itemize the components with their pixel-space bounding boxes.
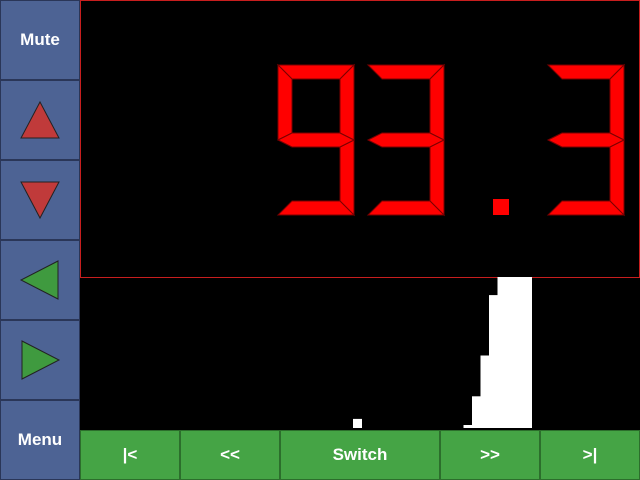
switch-button[interactable]: Switch [280,430,440,480]
spectrum-bar [523,277,532,428]
frequency-display [80,0,640,278]
segment [366,200,446,216]
segment [277,63,293,141]
spectrum-bar [472,396,481,428]
segment [276,200,356,216]
skip-end-label: >| [582,445,598,464]
rewind-label: << [220,445,240,464]
segment [429,63,445,141]
skip-start-label: |< [122,445,138,464]
spectrum-bars [353,277,532,428]
segment [546,132,626,148]
segment [546,200,626,216]
tune-down-button[interactable] [0,160,80,240]
spectrum-bar [480,355,490,428]
seven-segment-frequency [276,63,626,217]
segment-digit [546,63,626,217]
segment [339,63,355,141]
triangle-right-icon [21,340,61,380]
triangle-left-icon [19,260,59,300]
menu-button-label: Menu [17,430,63,449]
skip-start-button[interactable]: |< [80,430,180,480]
mute-button-label: Mute [20,30,60,49]
segment-digit [366,63,446,217]
spectrum-bar [489,295,498,428]
decimal-point [493,199,509,215]
skip-end-button[interactable]: >| [540,430,640,480]
menu-button[interactable]: Menu [0,400,80,480]
segment-digit [276,63,356,217]
left-button[interactable] [0,240,80,320]
segment [366,132,446,148]
spectrum-bar [514,277,524,428]
sidebar: Mute Menu [0,0,80,480]
triangle-down-icon [20,181,60,220]
switch-label: Switch [332,445,388,464]
spectrum-bar [506,277,515,428]
mute-button[interactable]: Mute [0,0,80,80]
spectrum-bar [463,425,473,428]
triangle-up-icon [20,100,60,139]
spectrum-bar [497,277,507,428]
rewind-button[interactable]: << [180,430,280,480]
segment [276,132,356,148]
spectrum-analyzer [80,277,640,430]
right-button[interactable] [0,320,80,400]
forward-label: >> [480,445,500,464]
tune-up-button[interactable] [0,80,80,160]
segment [609,63,625,141]
spectrum-bar [353,418,362,428]
forward-button[interactable]: >> [440,430,540,480]
